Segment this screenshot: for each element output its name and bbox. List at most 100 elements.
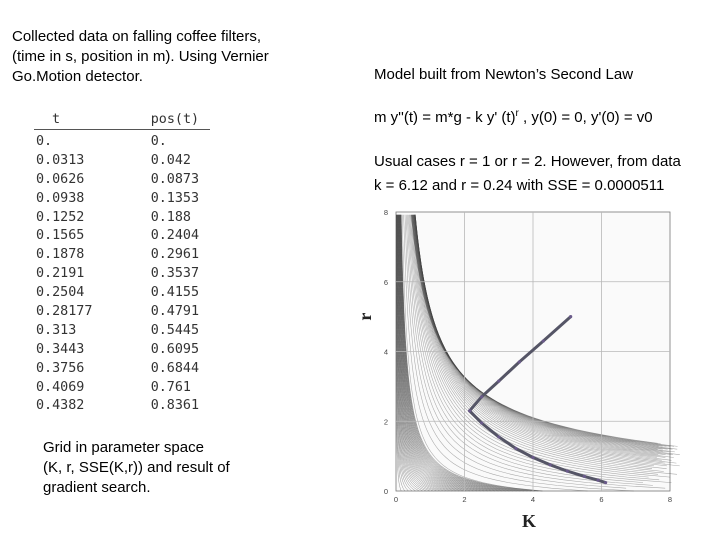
table-row: 0.0313 0.042 bbox=[34, 152, 210, 171]
search-path-point bbox=[497, 379, 501, 383]
y-tick-label: 0 bbox=[384, 487, 388, 496]
y-tick-label: 4 bbox=[384, 348, 388, 357]
y-axis-label: r bbox=[357, 313, 375, 321]
cell-time: 0.3443 bbox=[36, 341, 85, 357]
x-tick-label: 2 bbox=[462, 495, 466, 504]
contour-line bbox=[412, 214, 659, 447]
contour-line bbox=[413, 214, 668, 450]
table-row: 0.3756 0.6844 bbox=[34, 360, 210, 379]
contour-line bbox=[411, 214, 661, 444]
contour-line bbox=[412, 214, 659, 475]
cell-position: 0.4155 bbox=[150, 285, 200, 301]
contour-line bbox=[414, 214, 677, 464]
cell-position: 0.761 bbox=[150, 379, 191, 395]
search-path-point bbox=[541, 339, 545, 343]
cell-position: 0.6844 bbox=[150, 360, 200, 376]
cell-position: 0.2404 bbox=[150, 228, 200, 244]
data-table: t pos(t) 0. 0. 0.0313 0.042 0.0626 0.0873 0.09… bbox=[34, 112, 210, 416]
search-path-point bbox=[569, 315, 573, 319]
contour-line bbox=[413, 214, 653, 469]
contour-line bbox=[414, 214, 663, 453]
table-body: 0. 0. 0.0313 0.042 0.0626 0.0873 0.0938 0.1353 0… bbox=[34, 133, 210, 416]
x-tick-label: 4 bbox=[531, 495, 535, 504]
contour-line bbox=[414, 214, 655, 467]
contour-line bbox=[414, 214, 673, 455]
search-path-point bbox=[497, 435, 501, 439]
cell-position: 0.1353 bbox=[150, 190, 200, 206]
contour-line bbox=[414, 214, 666, 464]
table-header: t pos(t) bbox=[34, 112, 210, 130]
table-row: 0.0626 0.0873 bbox=[34, 171, 210, 190]
equation-conditions: , y(0) = 0, y'(0) = v0 bbox=[518, 109, 653, 126]
intro-text: Collected data on falling coffee filters… bbox=[12, 27, 332, 87]
contour-lines bbox=[395, 214, 680, 492]
result-text: Usual cases r = 1 or r = 2. However, fro… bbox=[374, 150, 681, 198]
search-path-point bbox=[468, 409, 472, 413]
table-row: 0.2504 0.4155 bbox=[34, 284, 210, 303]
cell-time: 0.4382 bbox=[36, 398, 85, 414]
cell-time: 0.28177 bbox=[36, 304, 93, 320]
search-path-point bbox=[517, 360, 521, 364]
cell-position: 0.0873 bbox=[150, 171, 200, 187]
cell-time: 0.4069 bbox=[36, 379, 85, 395]
x-tick-label: 6 bbox=[599, 495, 603, 504]
cell-position: 0.188 bbox=[150, 209, 191, 225]
cell-time: 0.0938 bbox=[36, 190, 85, 206]
contour-line bbox=[414, 214, 675, 453]
contour-line bbox=[409, 214, 672, 483]
contour-line bbox=[414, 214, 666, 455]
contour-line bbox=[401, 214, 543, 492]
table-row: 0.1565 0.2404 bbox=[34, 227, 210, 246]
intro-line: Collected data on falling coffee filters… bbox=[12, 28, 262, 45]
cell-position: 0.6095 bbox=[150, 341, 200, 357]
contour-line bbox=[412, 214, 678, 475]
contour-line bbox=[414, 214, 667, 467]
search-path-point bbox=[565, 469, 569, 473]
contour-line bbox=[413, 214, 673, 450]
contour-line bbox=[415, 214, 666, 458]
cell-position: 0.8361 bbox=[150, 398, 200, 414]
cell-time: 0.3756 bbox=[36, 360, 85, 376]
cell-position: 0. bbox=[150, 134, 167, 149]
intro-line: (time in s, position in m). Using Vernie… bbox=[12, 48, 269, 65]
cell-time: 0.1565 bbox=[36, 228, 85, 244]
table-row: 0.3443 0.6095 bbox=[34, 341, 210, 360]
y-tick-label: 8 bbox=[384, 208, 388, 217]
contour-line bbox=[411, 214, 671, 478]
search-path-point bbox=[531, 455, 535, 460]
search-path-point bbox=[514, 446, 518, 451]
table-row: 0. 0. bbox=[34, 133, 210, 152]
cell-time: 0.0626 bbox=[36, 171, 85, 187]
cell-position: 0.5445 bbox=[150, 322, 200, 338]
contour-line bbox=[412, 214, 667, 447]
contour-line bbox=[411, 214, 678, 447]
contour-line bbox=[408, 214, 653, 486]
contour-line bbox=[414, 214, 659, 455]
model-title: Model built from Newton’s Second Law bbox=[374, 66, 634, 83]
cell-position: 0.4791 bbox=[150, 304, 200, 320]
contour-line bbox=[411, 214, 649, 478]
plot-caption: Grid in parameter space (K, r, SSE(K,r))… bbox=[43, 438, 273, 498]
contour-plot: 0 2 4 6 8 0 2 4 6 8 Kr bbox=[357, 208, 680, 531]
model-equation: m y''(t) = m*g - k y' (t)r , y(0) = 0, y… bbox=[374, 108, 653, 126]
x-tick-label: 8 bbox=[668, 495, 672, 504]
equation-exponent: r bbox=[515, 108, 519, 119]
search-path-point bbox=[480, 421, 484, 425]
contour-line bbox=[414, 214, 667, 469]
cell-time: 0.313 bbox=[36, 322, 77, 338]
caption-line: gradient search. bbox=[43, 479, 151, 496]
contour-line bbox=[412, 214, 663, 447]
table-row: 0.4382 0.8361 bbox=[34, 397, 210, 416]
x-axis-label: K bbox=[522, 511, 536, 531]
contour-line bbox=[413, 214, 658, 450]
table-row: 0.4069 0.761 bbox=[34, 379, 210, 398]
contour-line bbox=[411, 214, 675, 447]
grid-lines bbox=[396, 212, 670, 491]
column-header-pos: pos(t) bbox=[150, 112, 200, 127]
result-line: Usual cases r = 1 or r = 2. However, fro… bbox=[374, 153, 681, 170]
cell-time: 0.2191 bbox=[36, 266, 85, 282]
contour-line bbox=[403, 214, 588, 492]
contour-line bbox=[413, 214, 663, 450]
table-row: 0.313 0.5445 bbox=[34, 322, 210, 341]
cell-time: 0.1878 bbox=[36, 247, 85, 263]
